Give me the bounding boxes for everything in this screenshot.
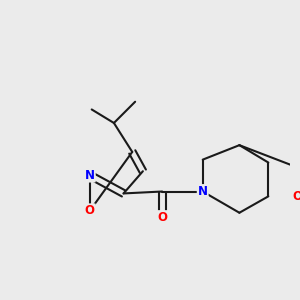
Text: O: O: [292, 190, 300, 203]
Text: O: O: [157, 211, 167, 224]
Text: N: N: [85, 169, 95, 182]
Text: O: O: [85, 204, 95, 217]
Text: N: N: [198, 185, 208, 198]
